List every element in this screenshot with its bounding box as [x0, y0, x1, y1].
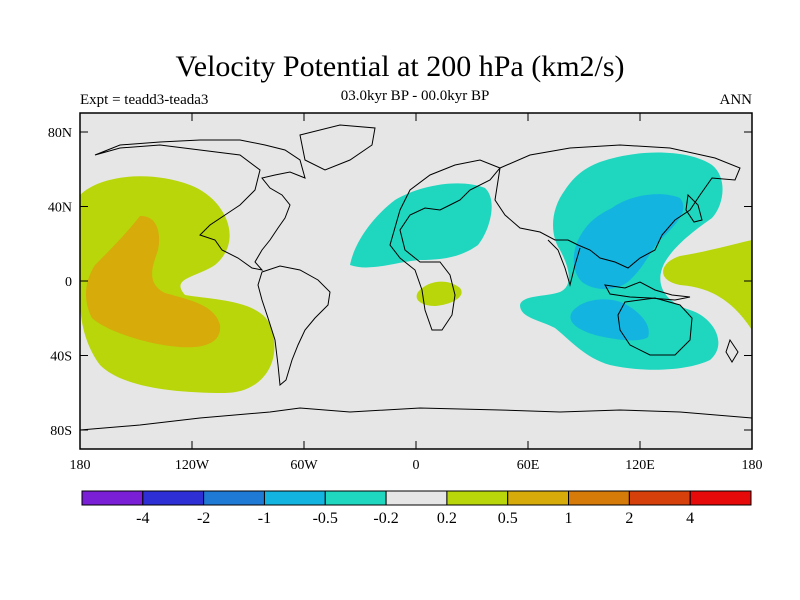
colorbar-swatch	[81, 490, 144, 506]
contour-pacific-positive-mid	[86, 215, 221, 348]
contour-w-pacific-positive	[663, 240, 752, 330]
x-tick-label: 60W	[290, 458, 318, 473]
contour-safrica-positive	[416, 281, 462, 306]
x-tick-label: 0	[413, 458, 420, 473]
map-subtitle: 03.0kyr BP - 00.0kyr BP	[340, 88, 490, 104]
contour-atlantic-negative	[350, 183, 492, 268]
contour-australia-negative-mid	[570, 299, 649, 341]
contour-asia-negative-mid	[573, 194, 684, 290]
colorbar-swatch	[568, 490, 630, 506]
x-tick-label: 120W	[175, 458, 210, 473]
colorbar-swatch	[628, 490, 691, 506]
colorbar-swatch	[324, 490, 387, 506]
map-title: Velocity Potential at 200 hPa (km2/s)	[175, 50, 625, 83]
experiment-label: Expt = teadd3-teada3	[80, 92, 209, 108]
colorbar-swatch	[263, 490, 326, 506]
colorbar-label: 0.5	[498, 510, 518, 527]
axis-ticks	[79, 113, 753, 449]
colorbar-swatch	[507, 490, 570, 506]
colorbar-swatch	[142, 490, 205, 506]
map-plot-area	[80, 113, 752, 449]
colorbar-swatch	[689, 490, 752, 506]
y-tick-label: 40N	[48, 201, 72, 216]
season-label: ANN	[719, 92, 753, 108]
x-tick-label: 120E	[625, 458, 655, 473]
colorbar-label: -0.2	[373, 510, 398, 527]
colorbar: -4 -2 -1 -0.5 -0.2 0.2 0.5 1 2 4	[81, 490, 752, 527]
y-tick-label: 40S	[50, 350, 72, 365]
colorbar-swatch	[446, 490, 509, 506]
y-tick-label: 80S	[50, 424, 72, 439]
coastlines	[80, 124, 752, 431]
colorbar-label: 0.2	[437, 510, 457, 527]
colorbar-label: -4	[136, 510, 149, 527]
y-tick-label: 0	[65, 275, 72, 290]
colorbar-label: -1	[258, 510, 271, 527]
y-tick-label: 80N	[48, 126, 72, 141]
colorbar-label: -2	[197, 510, 210, 527]
colorbar-swatch	[385, 490, 448, 506]
colorbar-label: -0.5	[313, 510, 338, 527]
colorbar-label: 2	[625, 510, 633, 527]
axis-tick-labels: 180 120W 60W 0 60E 120E 180 80N 40N 0 40S 80S	[48, 126, 763, 473]
x-tick-label: 180	[742, 458, 763, 473]
colorbar-swatch	[203, 490, 265, 506]
colorbar-label: 4	[686, 510, 694, 527]
x-tick-label: 60E	[517, 458, 540, 473]
colorbar-label: 1	[565, 510, 573, 527]
x-tick-label: 180	[70, 458, 91, 473]
